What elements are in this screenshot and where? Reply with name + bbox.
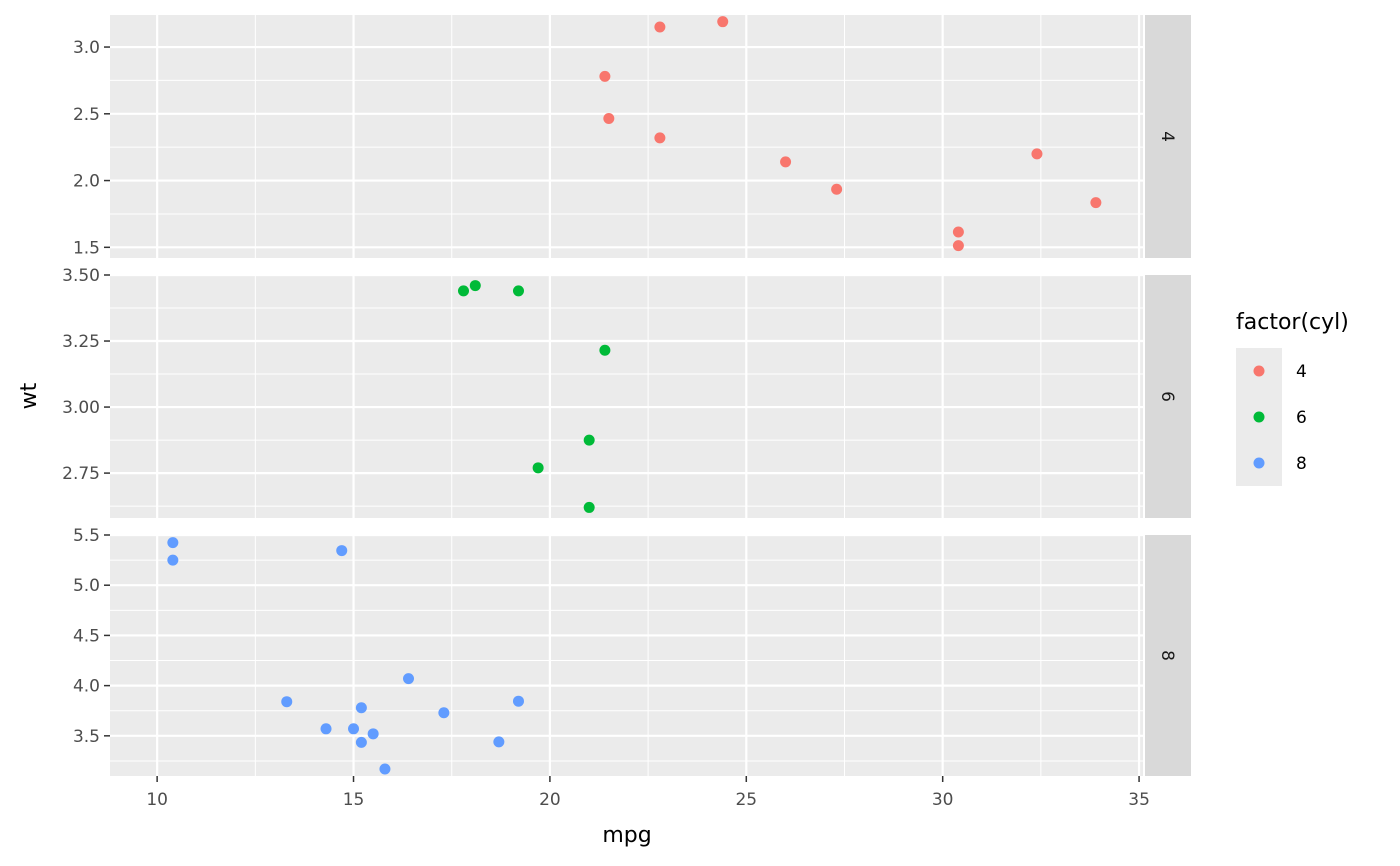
y-tick-label: 5.5	[73, 526, 100, 546]
data-point	[348, 723, 360, 735]
y-tick-label: 3.25	[62, 332, 100, 352]
x-tick-label: 25	[735, 790, 757, 810]
legend-key	[1253, 411, 1265, 423]
data-point	[717, 16, 729, 28]
data-point	[654, 21, 666, 33]
data-point	[1090, 197, 1102, 209]
data-point	[512, 285, 524, 297]
facet-strip-6: 6	[1145, 275, 1191, 518]
legend-key	[1253, 457, 1265, 469]
y-tick-label: 2.5	[73, 105, 100, 125]
x-tick-label: 10	[146, 790, 168, 810]
data-point	[952, 240, 964, 252]
x-tick-label: 20	[539, 790, 561, 810]
facet-strip-8: 8	[1145, 535, 1191, 776]
y-tick-label: 4.0	[73, 677, 100, 697]
y-tick-label: 2.75	[62, 464, 100, 484]
panel-background	[110, 535, 1143, 776]
y-tick-label: 3.0	[73, 38, 100, 58]
legend-title: factor(cyl)	[1236, 310, 1349, 335]
x-tick-label: 15	[343, 790, 365, 810]
x-axis: 10 15 20 25 30 35	[146, 776, 1150, 810]
data-point	[599, 344, 611, 356]
data-point	[583, 434, 595, 446]
data-point	[831, 183, 843, 195]
panel-background	[110, 275, 1143, 518]
data-point	[599, 70, 611, 82]
strip-label: 6	[1157, 391, 1177, 402]
panel-cyl-6: 2.75 3.00 3.25 3.50	[62, 266, 1143, 518]
legend-label: 4	[1296, 362, 1307, 382]
data-point	[1031, 148, 1043, 160]
strip-background	[1145, 15, 1191, 258]
data-point	[355, 702, 367, 714]
data-point	[438, 707, 450, 719]
data-point	[952, 226, 964, 238]
x-tick-label: 30	[932, 790, 954, 810]
data-point	[367, 728, 379, 740]
data-point	[583, 501, 595, 513]
data-point	[336, 545, 348, 557]
facet-strips: 4 6 8	[1145, 15, 1191, 776]
data-point	[457, 285, 469, 297]
y-tick-label: 1.5	[73, 238, 100, 258]
y-tick-label: 4.5	[73, 626, 100, 646]
y-tick-label: 3.00	[62, 398, 100, 418]
panel-cyl-8: 3.5 4.0 4.5 5.0 5.5	[73, 526, 1143, 776]
data-point	[654, 132, 666, 144]
legend-label: 8	[1296, 454, 1307, 474]
data-point	[167, 537, 179, 549]
data-point	[281, 696, 293, 708]
data-point	[167, 554, 179, 566]
y-tick-label: 2.0	[73, 172, 100, 192]
y-tick-label: 5.0	[73, 576, 100, 596]
panel-cyl-4: 1.5 2.0 2.5 3.0	[73, 15, 1143, 258]
legend-key	[1253, 365, 1265, 377]
data-point	[403, 673, 415, 685]
x-axis-title: mpg	[602, 823, 651, 848]
panels-group: 1.5 2.0 2.5 3.0 2.75 3.00 3.25 3.50 3.5 4.0 4.5 5.0…	[62, 15, 1143, 776]
legend-label: 6	[1296, 408, 1307, 428]
facet-strip-4: 4	[1145, 15, 1191, 258]
strip-background	[1145, 535, 1191, 776]
data-point	[532, 462, 544, 474]
x-tick-label: 35	[1128, 790, 1150, 810]
y-axis-title: wt	[17, 382, 42, 409]
data-point	[469, 280, 481, 292]
y-tick-label: 3.5	[73, 727, 100, 747]
strip-label: 8	[1157, 650, 1177, 661]
legend: factor(cyl) 4 6 8	[1236, 310, 1349, 486]
data-point	[379, 763, 391, 775]
panel-background	[110, 15, 1143, 258]
data-point	[512, 695, 524, 707]
strip-label: 4	[1157, 131, 1177, 142]
y-tick-label: 3.50	[62, 266, 100, 286]
data-point	[320, 723, 332, 735]
data-point	[780, 156, 792, 168]
data-point	[493, 736, 505, 748]
data-point	[355, 736, 367, 748]
data-point	[603, 112, 615, 124]
strip-background	[1145, 275, 1191, 518]
